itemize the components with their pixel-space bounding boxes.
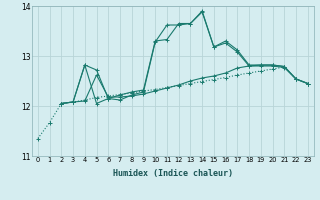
X-axis label: Humidex (Indice chaleur): Humidex (Indice chaleur) bbox=[113, 169, 233, 178]
